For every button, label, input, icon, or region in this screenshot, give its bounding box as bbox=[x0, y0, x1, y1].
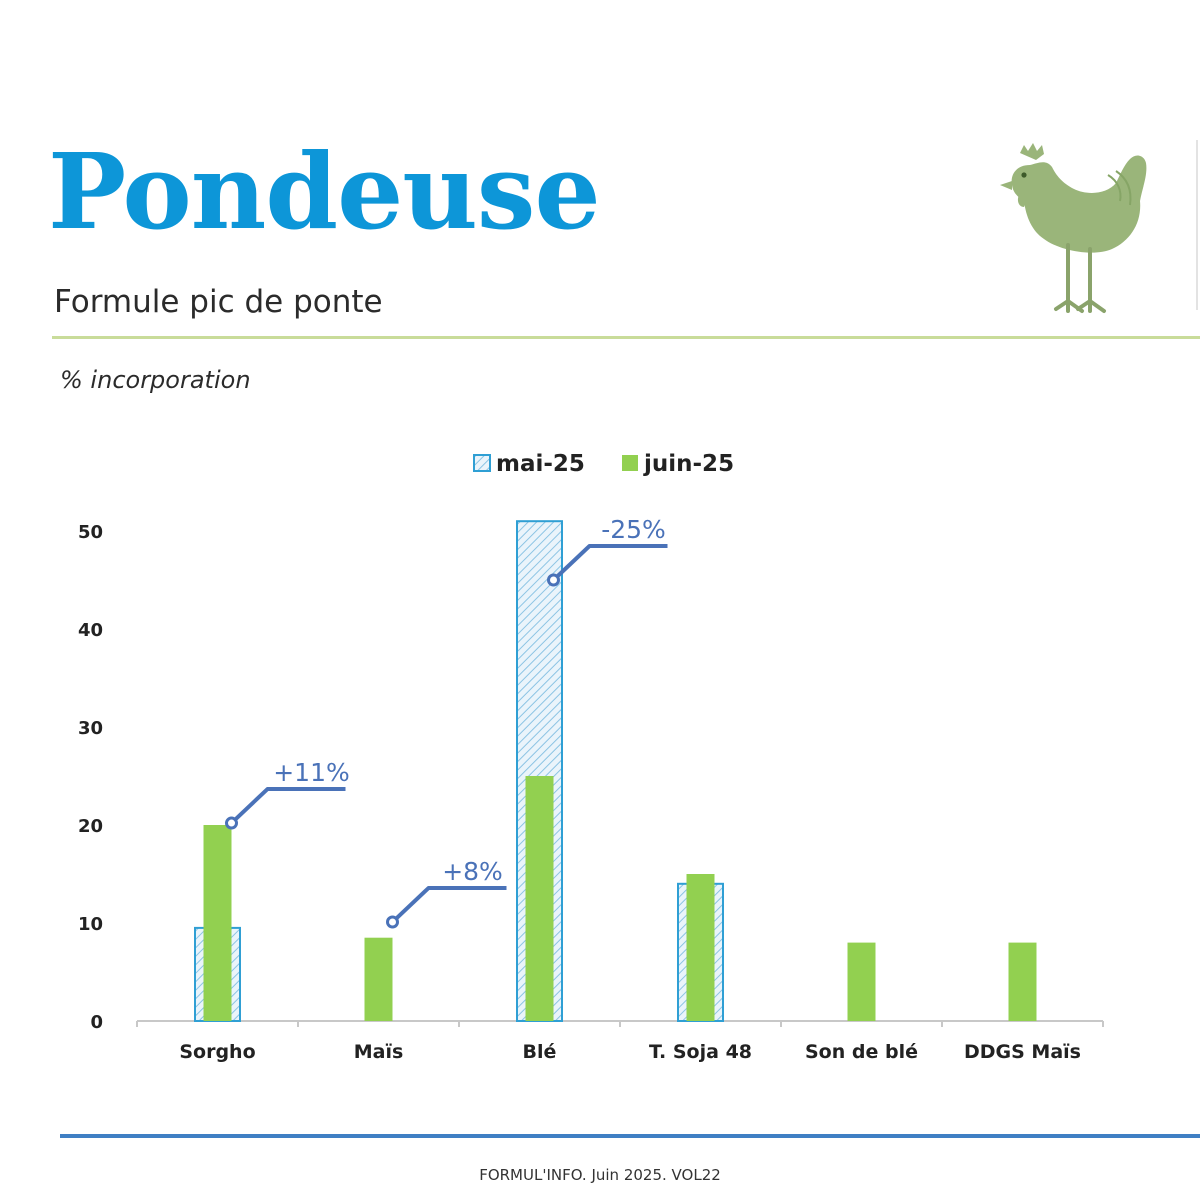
annotation-label: -25% bbox=[601, 515, 666, 544]
annotation-ble: -25% bbox=[547, 515, 668, 587]
footer-text: FORMUL'INFO. Juin 2025. VOL22 bbox=[479, 1166, 721, 1184]
annotation-sorgho: +11% bbox=[225, 758, 350, 830]
bar-juin-25-ddgs-mais bbox=[1008, 942, 1037, 1021]
annotation-leader bbox=[552, 544, 668, 582]
x-tick-label: Sorgho bbox=[179, 1041, 255, 1063]
bar-chart: mai-25 juin-25 0 10 20 30 40 50 Sorgho Maïs Blé T. … bbox=[0, 430, 1200, 1090]
chart-legend: mai-25 juin-25 bbox=[473, 451, 734, 477]
bar-juin-25-sorgho bbox=[203, 825, 232, 1021]
bar-juin-25-ble bbox=[525, 776, 554, 1021]
x-tick-label: Maïs bbox=[354, 1041, 404, 1063]
annotation-leader bbox=[230, 787, 346, 825]
x-tick-label: T. Soja 48 bbox=[649, 1041, 752, 1063]
page-subtitle: Formule pic de ponte bbox=[54, 284, 383, 320]
legend-swatch-juin-25 bbox=[622, 455, 638, 471]
annotation-dot bbox=[386, 915, 399, 929]
y-tick-label: 40 bbox=[78, 620, 103, 641]
bar-juin-25-t-soja-48 bbox=[686, 874, 715, 1021]
annotation-label: +11% bbox=[273, 758, 350, 787]
bar-juin-25-mais bbox=[364, 937, 393, 1021]
legend-label-juin-25: juin-25 bbox=[643, 451, 734, 477]
unit-label: % incorporation bbox=[60, 366, 251, 394]
y-tick-label: 0 bbox=[90, 1012, 103, 1033]
legend-label-mai-25: mai-25 bbox=[496, 451, 585, 477]
annotation-label: +8% bbox=[442, 857, 503, 886]
y-tick-label: 20 bbox=[78, 816, 103, 837]
hen-icon bbox=[990, 135, 1160, 320]
x-tick-label: DDGS Maïs bbox=[964, 1041, 1081, 1063]
annotation-leader bbox=[391, 886, 507, 924]
x-tick-label: Blé bbox=[523, 1041, 557, 1063]
x-tick-label: Son de blé bbox=[805, 1041, 918, 1063]
y-tick-label: 10 bbox=[78, 914, 103, 935]
side-divider bbox=[1196, 140, 1198, 310]
page-title: Pondeuse bbox=[48, 130, 601, 253]
header-divider bbox=[52, 336, 1200, 339]
chart-svg: mai-25 juin-25 0 10 20 30 40 50 Sorgho Maïs Blé T. … bbox=[78, 451, 1104, 1063]
bar-juin-25-son-de-ble bbox=[847, 942, 876, 1021]
y-tick-label: 50 bbox=[78, 522, 103, 543]
annotation-dot bbox=[225, 816, 238, 830]
annotation-dot bbox=[547, 573, 560, 587]
footer-divider bbox=[60, 1134, 1200, 1138]
legend-swatch-mai-25 bbox=[473, 454, 491, 472]
annotation-mais: +8% bbox=[386, 857, 507, 929]
y-tick-label: 30 bbox=[78, 718, 103, 739]
